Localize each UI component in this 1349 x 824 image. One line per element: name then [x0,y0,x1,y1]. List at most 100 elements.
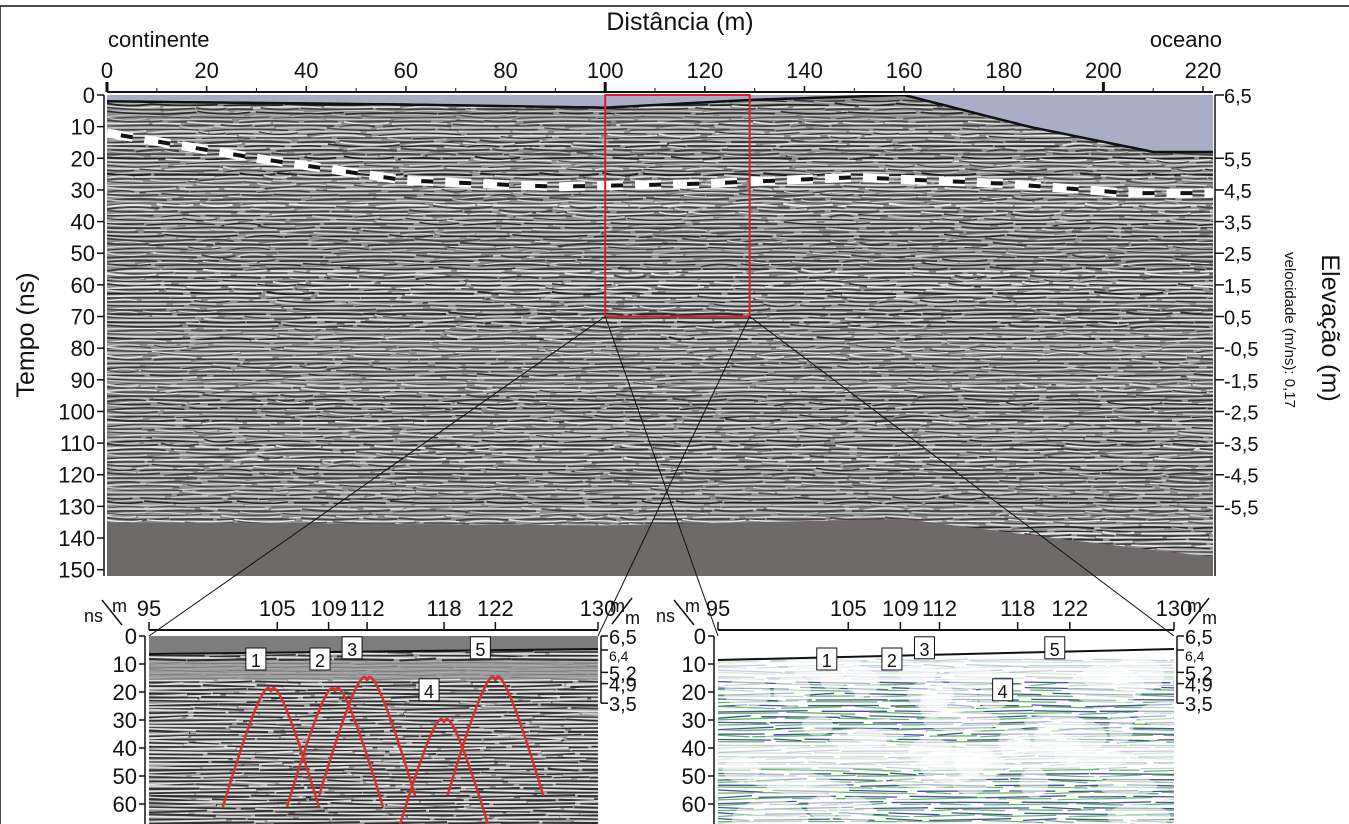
hyperbola-label-box [341,636,363,660]
inset-right-surface-line [718,648,1174,661]
time-tick-label: 140 [58,526,95,551]
inset-elevation-tick-label: 4,9 [609,675,637,697]
time-tick-label: 0 [83,83,95,108]
elevation-tick-label: 3,5 [1224,213,1252,235]
time-tick-label: 120 [58,463,95,488]
hyperbola-label: 4 [998,682,1008,702]
inset-left-corner-m: m [112,596,127,616]
hyperbola-label-box [913,636,935,660]
inset-left-elevation-axis: 6,56,45,24,93,5 [600,627,637,716]
inset-elevation-tick-label: 3,5 [1185,694,1213,716]
hyperbola-label-box [309,647,331,671]
hyperbola-label: 2 [887,651,897,671]
inset-time-tick-label: 40 [682,736,706,761]
inset-right-right-corner-bottom: m [1202,608,1217,628]
elevation-tick-label: -0,5 [1224,339,1258,361]
hyperbola-label-box [881,647,903,671]
elevation-tick-label: -3,5 [1224,434,1258,456]
hyperbola-label: 1 [251,651,261,671]
inset-time-tick-label: 50 [682,764,706,789]
inset-distance-tick-label: 112 [922,596,957,621]
inset-left-surface-line [149,648,598,655]
ground-surface-line [107,95,1213,154]
zoom-connector-lines [148,316,1175,637]
inset-elevation-tick-label: 6,5 [1185,627,1213,649]
main-radargram [107,95,1213,576]
inset-distance-tick-label: 105 [830,596,867,621]
hyperbola-label-box [245,647,267,671]
hyperbola-2 [285,686,385,808]
hyperbola-label: 3 [347,640,357,660]
inset-left-right-corner-bottom: m [625,608,640,628]
elevation-tick-label: -2,5 [1224,402,1258,424]
hyperbola-label: 1 [822,651,832,671]
hyperbola-label: 5 [475,640,485,660]
time-tick-label: 110 [60,431,95,456]
hyperbola-label: 3 [919,640,929,660]
inset-elevation-tick-label: 6,4 [609,648,629,664]
time-tick-label: 70 [71,305,95,330]
distance-tick-label: 220 [1185,58,1222,83]
hyperbola-5 [446,675,545,797]
inset-right-hyperbola-labels: 1 2 3 4 5 [816,636,1066,702]
elevation-tick-label: -5,5 [1224,497,1258,519]
inset-left-time-axis: 0 10 20 30 40 50 60 [113,624,146,824]
hyperbola-label: 2 [315,651,325,671]
elevation-tick-label: 4,5 [1224,181,1252,203]
elevation-tick-label: 6,5 [1224,86,1252,108]
inset-elevation-tick-label: 4,9 [1185,675,1213,697]
inset-left-right-slash [611,597,633,625]
time-tick-label: 90 [71,368,95,393]
inset-right-corner-m: m [685,596,700,616]
inset-right-right-slash [1188,597,1210,625]
time-tick-label: 150 [58,558,95,583]
inset-distance-tick-label: 130 [580,596,617,621]
inset-distance-tick-label: 118 [1000,596,1035,621]
surface-air-zone [107,95,1213,152]
time-tick-label: 20 [71,146,95,171]
inset-elevation-tick-label: 3,5 [609,694,637,716]
inset-right-corner-slash [673,599,695,626]
ocean-label: oceano [1150,27,1222,52]
distance-tick-label: 160 [886,58,923,83]
inset-distance-tick-label: 122 [1051,596,1088,621]
time-tick-label: 130 [58,494,95,519]
velocity-label: velocidade (m/ns): 0,17 [1281,252,1298,408]
inset-left-distance-axis: 95 105 109 112 118 122 130 [137,596,617,631]
distance-axis: 0 20 40 60 80 100 120 140 160 180 200 220 [101,58,1222,93]
inset-right-distance-axis: 95 105 109 112 118 122 130 [706,596,1192,631]
distance-tick-label: 40 [294,58,318,83]
elevation-tick-label: -1,5 [1224,371,1258,393]
inset-distance-tick-label: 105 [259,596,296,621]
inset-left-right-corner-top: m [610,596,625,616]
inset-time-tick-label: 60 [113,792,137,817]
inset-distance-tick-label: 112 [350,596,385,621]
distance-tick-label: 140 [786,58,823,83]
hyperbola-4 [398,717,490,824]
elevation-axis: 6,5 5,5 4,5 3,5 2,5 1,5 0,5 -0,5 -1,5 -2,5 -3,5 -4,… [1214,86,1258,576]
inset-time-tick-label: 60 [682,792,706,817]
distance-tick-label: 60 [394,58,418,83]
inset-distance-tick-label: 109 [882,596,919,621]
elevation-tick-label: 2,5 [1224,244,1252,266]
time-tick-label: 50 [71,241,95,266]
inset-time-tick-label: 0 [694,624,706,649]
inset-elevation-tick-label: 5,2 [1185,663,1213,685]
inset-left-hyperbola-labels: 1 2 3 4 5 [245,636,491,702]
inset-time-tick-label: 40 [113,736,137,761]
distance-tick-label: 180 [985,58,1022,83]
deep-unimaged-zone [107,519,1213,576]
inset-right-right-corner-top: m [1187,596,1202,616]
distance-tick-label: 100 [587,58,624,83]
inset-left-corner-ns: ns [84,606,103,626]
hyperbola-label-box [816,647,838,671]
time-tick-label: 10 [71,115,95,140]
time-tick-label: 30 [71,178,95,203]
time-tick-label: 80 [71,336,95,361]
inset-left-corner-slash [101,599,123,626]
inset-distance-tick-label: 95 [706,596,730,621]
distance-tick-label: 20 [194,58,218,83]
time-tick-label: 60 [71,273,95,298]
distance-tick-label: 200 [1085,58,1122,83]
inset-right-elevation-axis: 6,56,45,24,93,5 [1176,627,1213,716]
